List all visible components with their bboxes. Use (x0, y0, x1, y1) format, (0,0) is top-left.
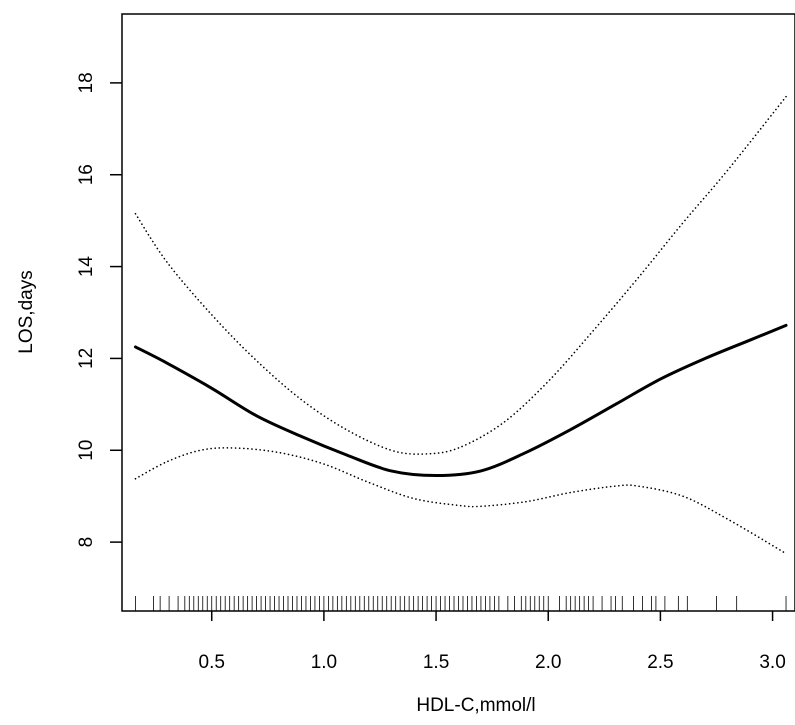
series-lines (133, 95, 788, 555)
x-tick-label: 1.0 (311, 652, 337, 673)
y-tick-label: 14 (76, 256, 97, 278)
lower-ci-line (134, 447, 787, 555)
x-tick-label: 1.5 (423, 652, 449, 673)
y-tick-label: 12 (76, 348, 97, 369)
y-tick-label: 16 (76, 164, 97, 185)
y-tick-label: 18 (76, 72, 97, 93)
y-tick-label: 8 (76, 537, 97, 548)
y-axis: 8 10 12 14 16 18 (76, 72, 122, 547)
x-axis-label: HDL-C,mmol/l (416, 695, 535, 716)
plot-frame (121, 13, 795, 612)
x-axis: 0.5 1.0 1.5 2.0 2.5 3.0 (199, 611, 786, 673)
fitted-curve-line (133, 323, 788, 478)
x-tick-label: 0.5 (199, 652, 225, 673)
y-tick-label: 10 (76, 440, 97, 461)
x-tick-label: 2.5 (647, 652, 673, 673)
y-axis-label: LOS,days (16, 270, 37, 353)
x-tick-label: 2.0 (535, 652, 561, 673)
rug (135, 596, 787, 611)
x-tick-label: 3.0 (759, 652, 785, 673)
